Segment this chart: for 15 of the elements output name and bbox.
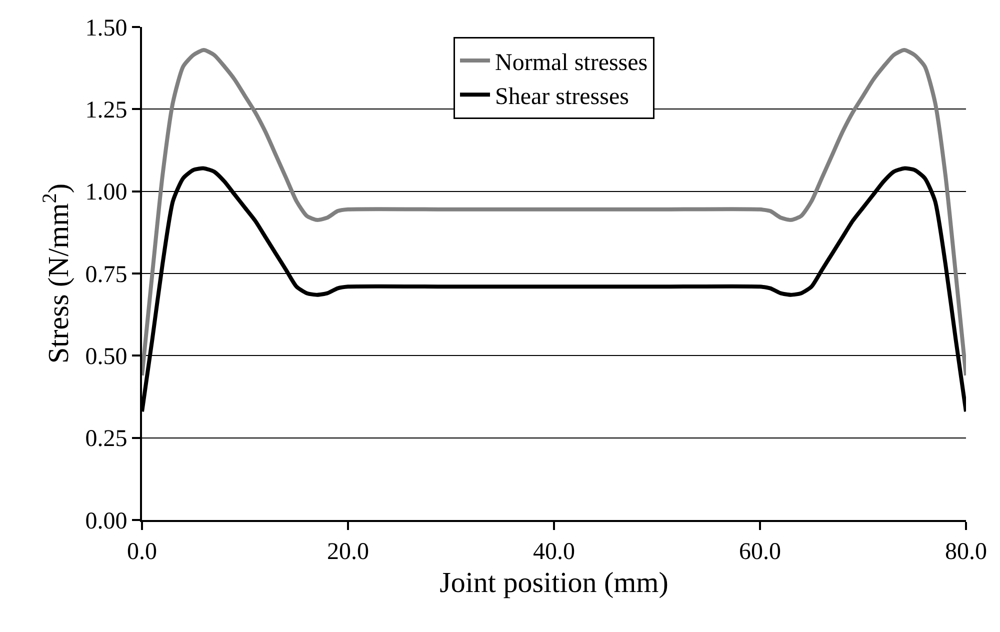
y-tick-label: 1.50: [85, 15, 128, 42]
y-tick-label: 0.75: [85, 262, 128, 288]
x-tick-label: 0.0: [127, 538, 157, 565]
x-tick-label: 40.0: [533, 538, 575, 565]
legend-label: Normal stresses: [495, 50, 648, 76]
y-tick-label: 0.00: [85, 508, 128, 534]
x-tick-label: 20.0: [327, 538, 369, 565]
x-axis-title: Joint position (mm): [440, 567, 668, 600]
x-tick-label: 80.0: [945, 538, 987, 565]
x-tick-label: 60.0: [739, 538, 781, 565]
y-tick-label: 0.50: [85, 344, 128, 370]
y-tick-label: 1.25: [85, 98, 128, 124]
y-tick-label: 1.00: [85, 180, 128, 206]
legend-label: Shear stresses: [495, 84, 629, 110]
y-tick-label: 0.25: [85, 426, 128, 452]
